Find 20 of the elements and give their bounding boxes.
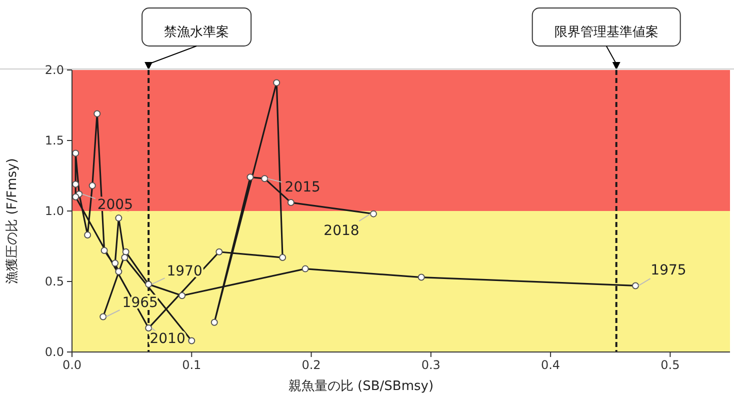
annotation: 2010 (150, 331, 186, 348)
x-tick-label: 0.4 (541, 358, 560, 372)
y-tick-label: 1.0 (44, 204, 64, 218)
x-tick-label: 0.5 (660, 358, 680, 372)
annotation: 1975 (650, 262, 686, 279)
y-tick-label: 1.5 (44, 134, 64, 148)
annotation: 1970 (166, 263, 202, 280)
y-axis-title: 漁獲圧の比 (F/Fmsy) (5, 158, 20, 284)
y-tick-label: 0.5 (44, 274, 64, 288)
annotation: 2015 (284, 180, 320, 196)
x-tick-label: 0.2 (302, 358, 321, 372)
x-tick-label: 0.3 (421, 358, 440, 372)
y-tick-label: 0.0 (44, 345, 64, 359)
ref-line-label: 禁漁水準案 (164, 24, 230, 40)
x-axis-title: 親魚量の比 (SB/SBmsy) (288, 379, 434, 394)
y-tick-label: 2.0 (44, 63, 64, 77)
x-tick-label: 0.0 (62, 358, 82, 372)
annotation: 2018 (324, 222, 360, 239)
x-tick-label: 0.1 (182, 358, 202, 372)
ref-line-label: 限界管理基準値案 (554, 24, 658, 40)
